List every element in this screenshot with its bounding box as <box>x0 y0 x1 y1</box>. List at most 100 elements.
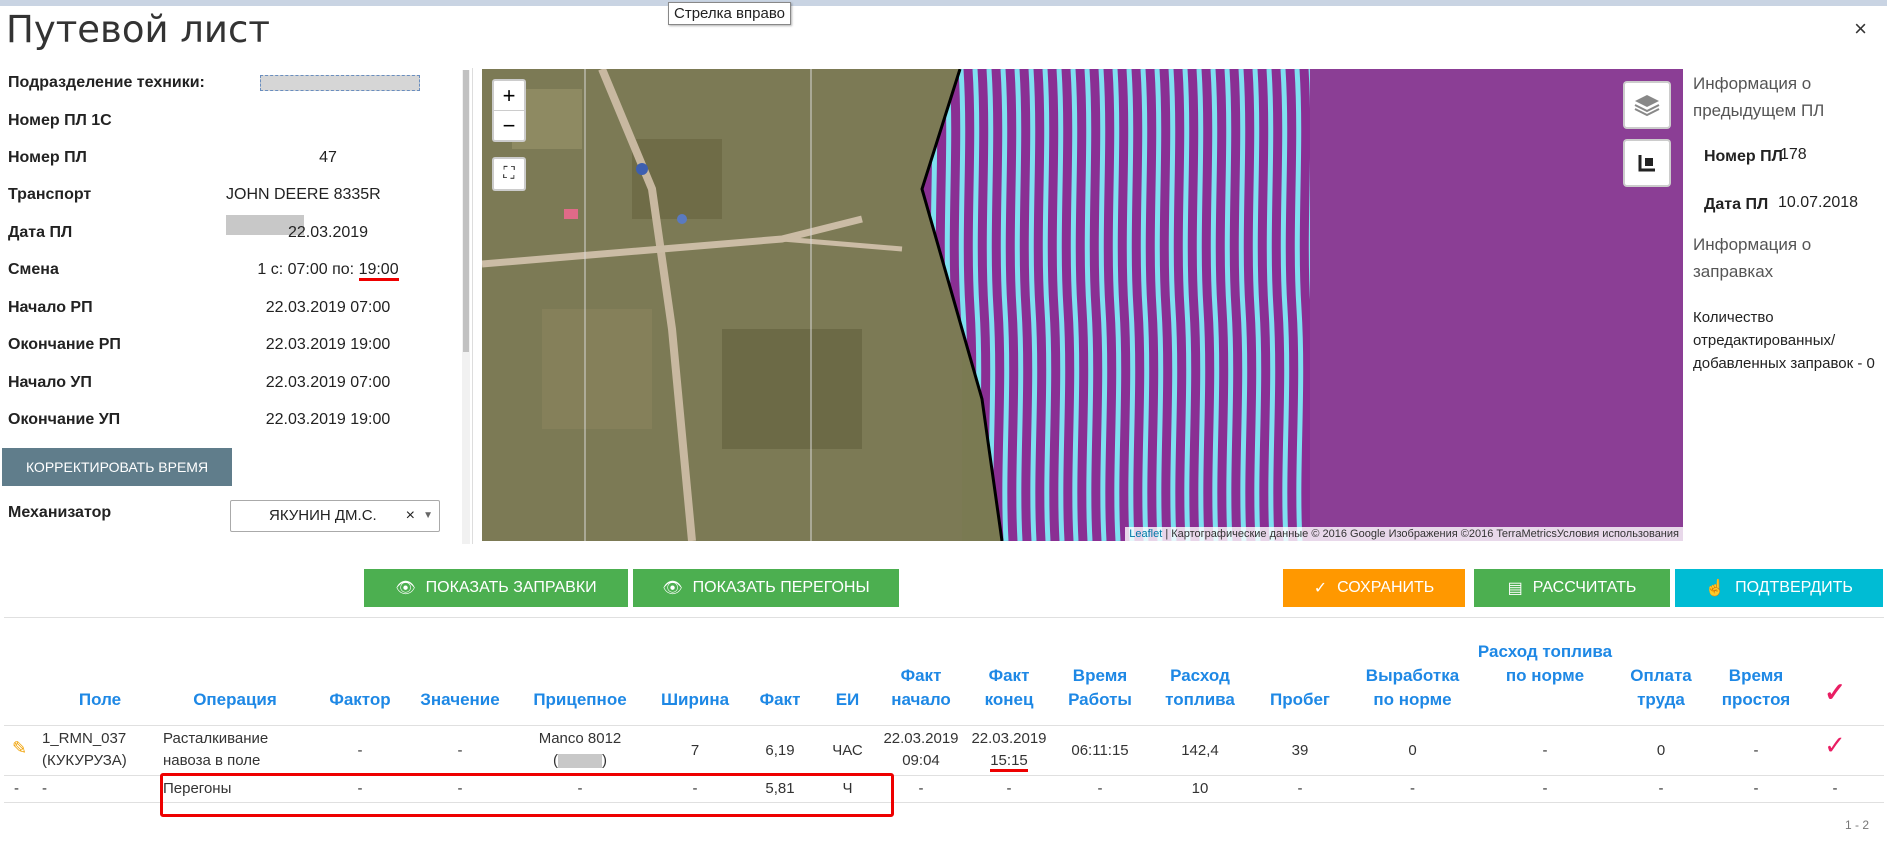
leaflet-link[interactable]: Leaflet <box>1129 528 1163 540</box>
operator-value: ЯКУНИН ДМ.С. <box>269 507 377 524</box>
form-row-operator: Механизатор <box>8 498 448 528</box>
field-label: Номер ПЛ 1С <box>8 112 112 129</box>
confirm-button[interactable]: ☝ ПОДТВЕРДИТЬ <box>1675 569 1883 607</box>
form-scrollbar-thumb[interactable] <box>463 70 469 352</box>
form-row-rp-start: Начало РП 22.03.2019 07:00 <box>8 293 448 323</box>
fuel-info-title: Информация о заправках <box>1693 235 1812 281</box>
fullscreen-icon[interactable]: ⛶ <box>492 157 526 191</box>
cell-fact-start: 22.03.2019 09:04 <box>883 730 959 769</box>
cell-pay: 0 <box>1656 742 1666 759</box>
col-header-fact-end[interactable]: Факт конец <box>984 666 1034 709</box>
col-header-width[interactable]: Ширина <box>660 690 730 709</box>
col-header-factor[interactable]: Фактор <box>329 690 391 709</box>
prev-pl-title: Информация о предыдущем ПЛ <box>1693 74 1825 120</box>
field-value: 1 с: 07:00 по: 19:00 <box>208 255 448 285</box>
operator-select[interactable]: ЯКУНИН ДМ.С. × ▼ <box>230 500 440 532</box>
cell-factor: - <box>357 780 363 797</box>
zoom-out-button[interactable]: − <box>494 110 524 140</box>
cell-value: - <box>457 780 463 797</box>
operator-label: Механизатор <box>8 504 112 521</box>
form-row-up-end: Окончание УП 22.03.2019 19:00 <box>8 405 448 435</box>
prev-pl-num-value: 178 <box>1780 146 1807 163</box>
save-button[interactable]: ✓ СОХРАНИТЬ <box>1283 569 1465 607</box>
cell-fact-start: - <box>918 780 924 797</box>
form-row-division: Подразделение техники: <box>8 68 448 98</box>
col-header-fact[interactable]: Факт <box>759 690 801 709</box>
form-row-transport: Транспорт JOHN DEERE 8335R <box>8 180 448 235</box>
col-header-fuel[interactable]: Расход топлива <box>1165 666 1235 709</box>
cell-fuel: 10 <box>1191 780 1209 797</box>
layers-icon[interactable] <box>1623 81 1671 129</box>
cell-value: - <box>457 742 463 759</box>
cell-fact: 5,81 <box>765 780 795 797</box>
row-check-icon[interactable]: ✓ <box>1824 730 1846 760</box>
col-header-work-time[interactable]: Время Работы <box>1068 666 1132 709</box>
eye-icon: 👁 <box>662 580 683 597</box>
close-icon[interactable]: × <box>1854 16 1867 41</box>
satellite-imagery <box>482 69 1683 541</box>
col-header-norm-fuel[interactable]: Расход топлива по норме <box>1477 642 1613 685</box>
cell-work-time: - <box>1097 780 1103 797</box>
show-refuels-button[interactable]: 👁 ПОКАЗАТЬ ЗАПРАВКИ <box>364 569 628 607</box>
cell-pole: - <box>42 780 47 797</box>
cell-norm-fuel: - <box>1542 742 1548 759</box>
col-header-value[interactable]: Значение <box>420 690 500 709</box>
redacted-block <box>226 214 304 235</box>
thumbs-up-icon: ☝ <box>1705 580 1726 597</box>
col-header-pole[interactable]: Поле <box>78 690 122 709</box>
cell-norm-output: - <box>1410 780 1415 797</box>
clear-icon[interactable]: × <box>405 507 415 524</box>
form-row-pl1c: Номер ПЛ 1С <box>8 106 448 136</box>
row-separator <box>4 802 1884 803</box>
cell-pole: 1_RMN_037 (КУКУРУЗА) <box>42 730 127 769</box>
field-value: 22.03.2019 07:00 <box>265 299 391 316</box>
prev-pl-date-label: Дата ПЛ <box>1704 196 1769 213</box>
col-header-mileage[interactable]: Пробег <box>1269 690 1331 709</box>
zoom-control: + − <box>492 79 526 142</box>
col-header-idle[interactable]: Время простоя <box>1721 666 1791 709</box>
check-icon: ✓ <box>1313 580 1328 597</box>
cell-factor: - <box>357 742 363 759</box>
form-row-up-start: Начало УП 22.03.2019 07:00 <box>8 368 448 398</box>
prev-pl-num-label: Номер ПЛ <box>1704 148 1783 165</box>
zoom-in-button[interactable]: + <box>502 83 516 108</box>
form-row-shift: Смена 1 с: 07:00 по: 19:00 <box>8 255 448 285</box>
calculate-button[interactable]: ▤ РАССЧИТАТЬ <box>1474 569 1670 607</box>
cell-norm-fuel: - <box>1542 780 1548 797</box>
calculator-icon: ▤ <box>1507 580 1523 597</box>
field-label: Окончание УП <box>8 411 121 428</box>
col-header-fact-start[interactable]: Факт начало <box>891 666 951 709</box>
division-input[interactable] <box>260 75 420 91</box>
col-header-pay[interactable]: Оплата труда <box>1630 666 1692 709</box>
fuel-edited-count: Количество отредактированных/ добавленны… <box>1693 309 1875 372</box>
col-header-norm-output[interactable]: Выработка по норме <box>1365 666 1460 709</box>
col-header-operation[interactable]: Операция <box>193 690 277 709</box>
cell-unit: Ч <box>842 780 853 797</box>
field-label: Дата ПЛ <box>8 224 73 241</box>
chevron-down-icon[interactable]: ▼ <box>423 510 433 521</box>
eye-icon: 👁 <box>395 580 416 597</box>
waybill-form: Подразделение техники: Номер ПЛ 1С Номер… <box>0 68 473 544</box>
show-transfers-button[interactable]: 👁 ПОКАЗАТЬ ПЕРЕГОНЫ <box>633 569 899 607</box>
field-label: Окончание РП <box>8 336 121 353</box>
field-label: Начало УП <box>8 374 92 391</box>
form-row-plnum: Номер ПЛ 47 <box>8 143 448 173</box>
cell-fact: 6,19 <box>765 742 795 759</box>
select-all-check-icon[interactable]: ✓ <box>1824 677 1846 707</box>
cell-row2-first: - <box>14 780 19 797</box>
cell-fact-end: 22.03.2019 15:15 <box>963 728 1055 772</box>
form-row-rp-end: Окончание РП 22.03.2019 19:00 <box>8 330 448 360</box>
col-header-trailer[interactable]: Прицепное <box>533 690 627 709</box>
col-header-unit[interactable]: ЕИ <box>835 690 860 709</box>
area-select-icon[interactable] <box>1623 139 1671 187</box>
field-value: 22.03.2019 <box>287 224 369 241</box>
field-label: Начало РП <box>8 299 93 316</box>
correct-time-button[interactable]: КОРРЕКТИРОВАТЬ ВРЕМЯ <box>2 448 232 486</box>
edit-pencil-icon[interactable]: ✎ <box>12 738 28 758</box>
cell-unit: ЧАС <box>832 742 863 759</box>
map-view[interactable]: + − ⛶ Leaflet | Картографические данные … <box>482 69 1683 541</box>
cell-fuel: 142,4 <box>1181 742 1219 759</box>
top-accent-line <box>0 0 1887 6</box>
cell-trailer: - <box>577 780 583 797</box>
field-value: 22.03.2019 07:00 <box>265 374 391 391</box>
